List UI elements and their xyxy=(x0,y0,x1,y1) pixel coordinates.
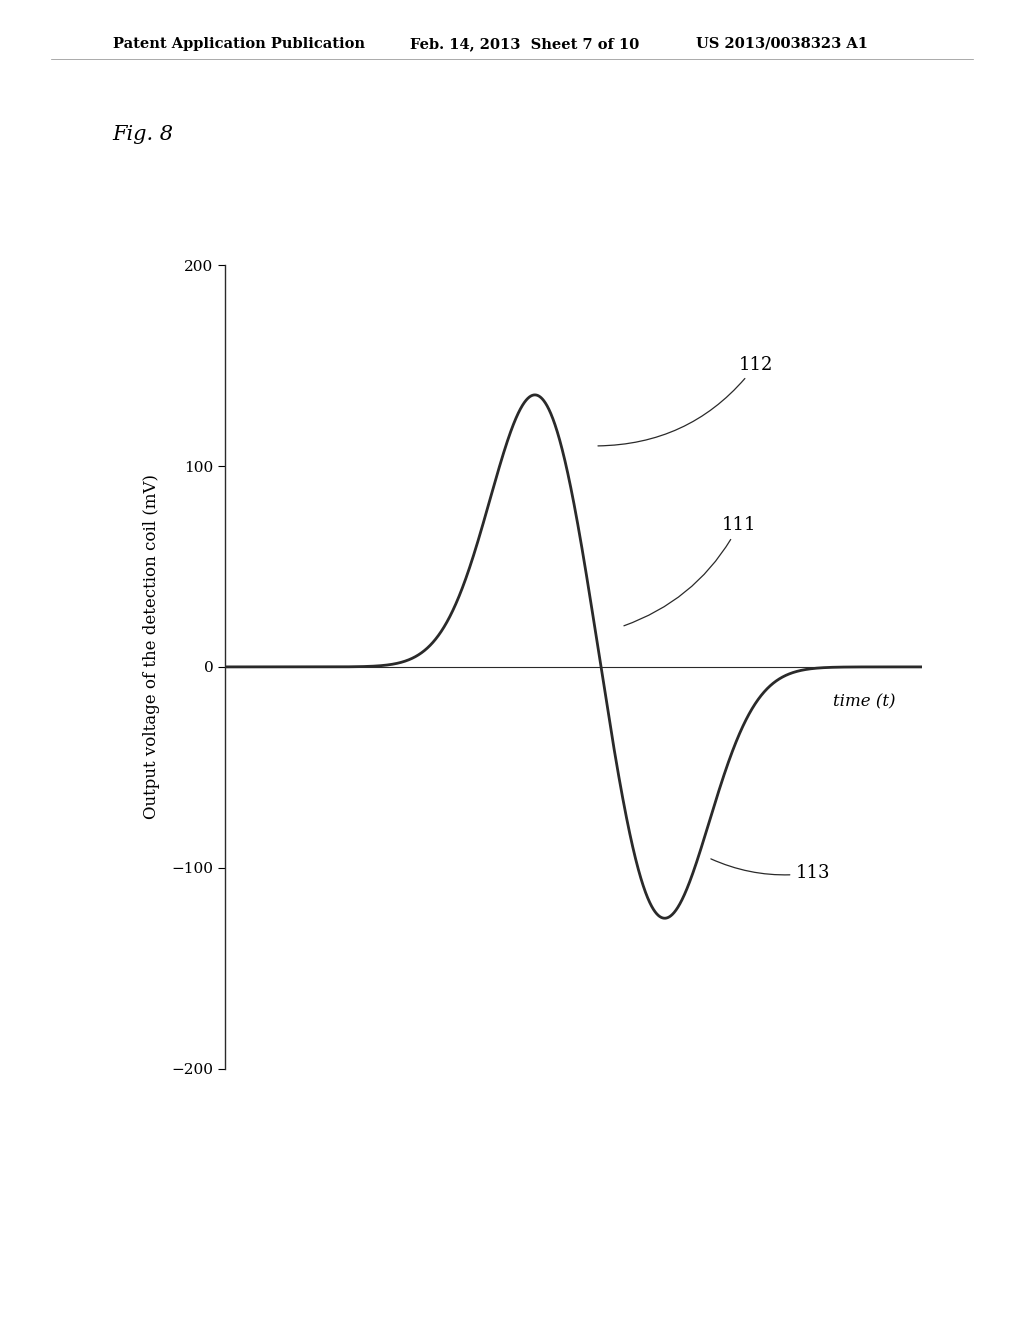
Text: 112: 112 xyxy=(598,355,773,446)
Text: Feb. 14, 2013  Sheet 7 of 10: Feb. 14, 2013 Sheet 7 of 10 xyxy=(410,37,639,51)
Text: 111: 111 xyxy=(624,516,756,626)
Text: 113: 113 xyxy=(711,859,829,882)
Text: US 2013/0038323 A1: US 2013/0038323 A1 xyxy=(696,37,868,51)
Y-axis label: Output voltage of the detection coil (mV): Output voltage of the detection coil (mV… xyxy=(143,474,161,820)
Text: Patent Application Publication: Patent Application Publication xyxy=(113,37,365,51)
Text: time (t): time (t) xyxy=(833,693,895,710)
Text: Fig. 8: Fig. 8 xyxy=(113,125,174,144)
